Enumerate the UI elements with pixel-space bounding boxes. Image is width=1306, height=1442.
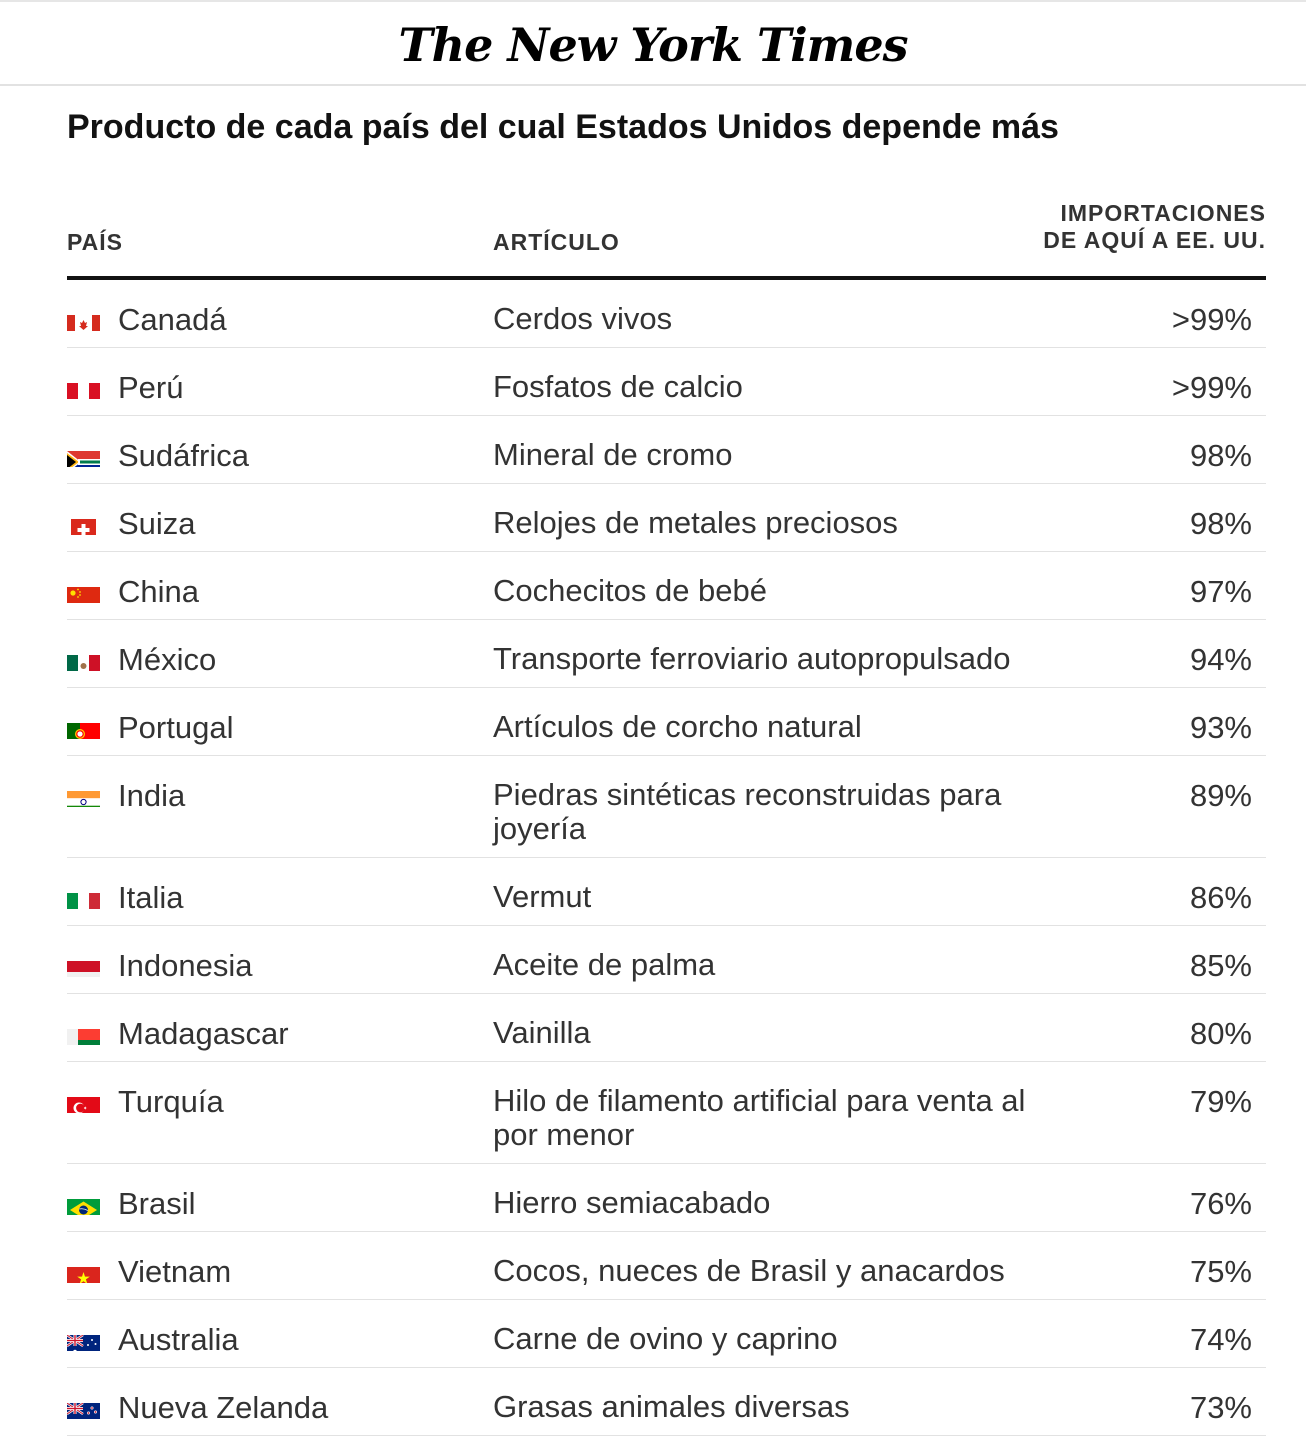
table-row: Italia Vermut 86% (67, 858, 1266, 926)
page-title: Producto de cada país del cual Estados U… (67, 108, 1059, 146)
peru-flag-icon (67, 377, 100, 399)
masthead: The New York Times (0, 0, 1306, 86)
canada-flag-icon (67, 309, 100, 331)
table-row: Portugal Artículos de corcho natural 93% (67, 688, 1266, 756)
south-africa-flag-icon (67, 445, 100, 467)
table-row: Australia Carne de ovino y caprino 74% (67, 1300, 1266, 1368)
table-row: Perú Fosfatos de calcio >99% (67, 348, 1266, 416)
table-row: Canadá Cerdos vivos >99% (67, 280, 1266, 348)
import-percentage: 93% (1189, 710, 1252, 745)
country-name: México (118, 642, 217, 677)
new-zealand-flag-icon (67, 1397, 100, 1419)
country-name: China (118, 574, 199, 609)
country-name: Australia (118, 1322, 239, 1357)
vietnam-flag-icon (67, 1261, 100, 1283)
import-percentage: 80% (1189, 1016, 1252, 1051)
country-name: Perú (118, 370, 184, 405)
table-row: India Piedras sintéticas reconstruidas p… (67, 756, 1266, 858)
item-name: Aceite de palma (493, 947, 716, 982)
australia-flag-icon (67, 1329, 100, 1351)
item-name: Hilo de filamento artificial para venta … (493, 1083, 1026, 1152)
item-name: Vainilla (493, 1015, 591, 1050)
column-header-imports-line2: DE AQUÍ A EE. UU. (1043, 227, 1266, 253)
import-percentage: 75% (1189, 1254, 1252, 1289)
item-name: Vermut (493, 879, 592, 914)
import-percentage: 97% (1189, 574, 1252, 609)
column-header-country: PAÍS (67, 229, 123, 255)
item-name: Cochecitos de bebé (493, 573, 768, 608)
item-name: Mineral de cromo (493, 437, 733, 472)
item-name: Transporte ferroviario autopropulsado (493, 641, 1011, 676)
switzerland-flag-icon (67, 513, 100, 535)
nyt-logo[interactable]: The New York Times (398, 18, 908, 72)
china-flag-icon (67, 581, 100, 603)
table-row: Vietnam Cocos, nueces de Brasil y anacar… (67, 1232, 1266, 1300)
country-name: Portugal (118, 710, 234, 745)
country-name: Suiza (118, 506, 196, 541)
madagascar-flag-icon (67, 1023, 100, 1045)
import-percentage: 89% (1189, 778, 1252, 813)
table-row: Madagascar Vainilla 80% (67, 994, 1266, 1062)
country-name: Nueva Zelanda (118, 1390, 329, 1425)
item-name: Fosfatos de calcio (493, 369, 743, 404)
column-header-imports-line1: IMPORTACIONES (1060, 200, 1266, 226)
item-name: Cerdos vivos (493, 301, 673, 336)
column-header-imports: IMPORTACIONES DE AQUÍ A EE. UU. (1043, 200, 1266, 254)
table-row: Sudáfrica Mineral de cromo 98% (67, 416, 1266, 484)
import-percentage: 94% (1189, 642, 1252, 677)
item-name: Grasas animales diversas (493, 1389, 850, 1424)
import-percentage: 85% (1189, 948, 1252, 983)
india-flag-icon (67, 785, 100, 807)
import-percentage: 98% (1189, 438, 1252, 473)
import-percentage: 98% (1189, 506, 1252, 541)
country-name: India (118, 778, 186, 813)
import-percentage: 76% (1189, 1186, 1252, 1221)
table-row: Brasil Hierro semiacabado 76% (67, 1164, 1266, 1232)
portugal-flag-icon (67, 717, 100, 739)
item-name: Hierro semiacabado (493, 1185, 771, 1220)
brazil-flag-icon (67, 1193, 100, 1215)
country-name: Canadá (118, 302, 227, 337)
table-row: México Transporte ferroviario autopropul… (67, 620, 1266, 688)
table-row: Indonesia Aceite de palma 85% (67, 926, 1266, 994)
table-row: Turquía Hilo de filamento artificial par… (67, 1062, 1266, 1164)
table-body: Canadá Cerdos vivos >99% Perú Fosfatos d… (67, 280, 1266, 1436)
country-name: Sudáfrica (118, 438, 249, 473)
import-percentage: >99% (1171, 370, 1252, 405)
italy-flag-icon (67, 887, 100, 909)
item-name: Piedras sintéticas reconstruidas para jo… (493, 777, 1002, 846)
import-percentage: 86% (1189, 880, 1252, 915)
item-name: Relojes de metales preciosos (493, 505, 898, 540)
import-percentage: 73% (1189, 1390, 1252, 1425)
table-header: PAÍS ARTÍCULO IMPORTACIONES DE AQUÍ A EE… (67, 200, 1266, 280)
table-row: China Cochecitos de bebé 97% (67, 552, 1266, 620)
column-header-item: ARTÍCULO (493, 229, 620, 255)
item-name: Cocos, nueces de Brasil y anacardos (493, 1253, 1005, 1288)
country-name: Turquía (118, 1084, 224, 1119)
turkey-flag-icon (67, 1091, 100, 1113)
import-percentage: 79% (1189, 1084, 1252, 1119)
country-name: Italia (118, 880, 184, 915)
import-percentage: 74% (1189, 1322, 1252, 1357)
country-name: Brasil (118, 1186, 196, 1221)
country-name: Madagascar (118, 1016, 289, 1051)
country-name: Indonesia (118, 948, 253, 983)
item-name: Artículos de corcho natural (493, 709, 862, 744)
country-name: Vietnam (118, 1254, 232, 1289)
mexico-flag-icon (67, 649, 100, 671)
import-percentage: >99% (1171, 302, 1252, 337)
item-name: Carne de ovino y caprino (493, 1321, 838, 1356)
indonesia-flag-icon (67, 955, 100, 977)
table-row: Suiza Relojes de metales preciosos 98% (67, 484, 1266, 552)
table-row: Nueva Zelanda Grasas animales diversas 7… (67, 1368, 1266, 1436)
